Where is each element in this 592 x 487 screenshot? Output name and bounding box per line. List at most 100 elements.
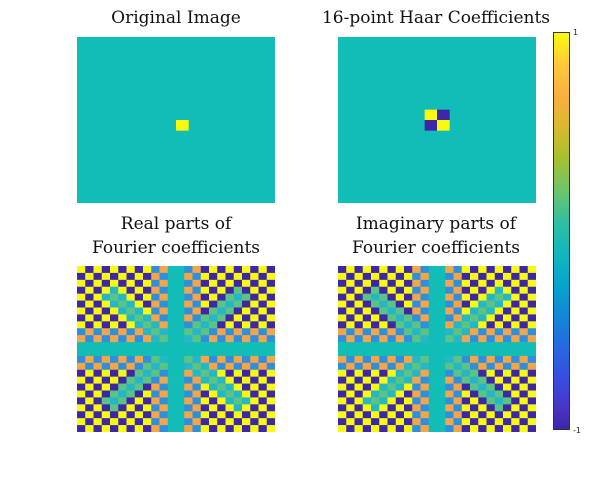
heatmap-cell: [453, 314, 463, 322]
heatmap-cell: [404, 321, 413, 329]
heatmap-cell: [503, 279, 512, 288]
heatmap-cell: [503, 390, 512, 398]
heatmap-cell: [101, 293, 111, 301]
heatmap-cell: [453, 349, 463, 357]
heatmap-cell: [395, 307, 405, 315]
heatmap-cell: [258, 307, 268, 315]
heatmap-cell: [437, 362, 446, 371]
heatmap-cell: [151, 314, 160, 322]
heatmap-cell: [445, 411, 454, 419]
heatmap-cell: [478, 397, 487, 405]
heatmap-cell: [209, 335, 218, 343]
heatmap-cell: [420, 411, 430, 419]
heatmap-cell: [258, 293, 268, 301]
heatmap-cell: [242, 411, 251, 419]
heatmap-cell: [151, 293, 160, 301]
heatmap-cell: [134, 314, 144, 322]
heatmap-cell: [420, 266, 430, 274]
heatmap-cell: [77, 314, 86, 322]
heatmap-cell: [101, 272, 111, 281]
heatmap-cell: [404, 335, 413, 343]
heatmap-cell: [395, 362, 405, 371]
heatmap-cell: [371, 342, 380, 350]
heatmap-cell: [437, 300, 446, 308]
heatmap-cell: [143, 425, 152, 432]
heatmap-cell: [527, 369, 536, 377]
heatmap-cell: [192, 307, 202, 315]
heatmap-cell: [395, 383, 405, 391]
heatmap-cell: [143, 266, 152, 274]
heatmap-cell: [167, 328, 177, 336]
heatmap-cell: [250, 307, 259, 315]
heatmap-cell: [151, 307, 160, 315]
heatmap-cell: [379, 286, 388, 294]
heatmap-cell: [101, 307, 111, 315]
heatmap-cell: [233, 266, 243, 274]
heatmap-cell: [379, 272, 388, 281]
heatmap-cell: [134, 321, 144, 329]
heatmap-cell: [85, 390, 94, 398]
heatmap-cell: [101, 300, 111, 308]
heatmap-cell: [209, 307, 218, 315]
heatmap-cell: [371, 307, 380, 315]
heatmap-cell: [470, 266, 479, 274]
heatmap-cell: [470, 314, 479, 322]
real-parts-heatmap: [77, 266, 275, 432]
heatmap-cell: [428, 272, 438, 281]
heatmap-cell: [151, 411, 160, 419]
heatmap-cell: [77, 404, 86, 412]
heatmap-cell: [85, 342, 94, 350]
heatmap-cell: [371, 397, 380, 405]
heatmap-cell: [387, 286, 397, 294]
heatmap-cell: [192, 286, 202, 294]
heatmap-cell: [134, 376, 144, 384]
heatmap-cell: [93, 383, 103, 391]
heatmap-cell: [428, 397, 438, 405]
heatmap-cell: [217, 279, 226, 288]
heatmap-cell: [209, 418, 218, 426]
heatmap-cell: [85, 404, 94, 412]
heatmap-cell: [167, 300, 177, 308]
heatmap-cell: [338, 300, 347, 308]
heatmap-cell: [371, 369, 380, 377]
heatmap-cell: [233, 425, 243, 432]
heatmap-cell: [126, 307, 136, 315]
heatmap-cell: [176, 418, 185, 426]
heatmap-cell: [143, 349, 152, 357]
heatmap-cell: [77, 286, 86, 294]
heatmap-cell: [470, 376, 479, 384]
heatmap-cell: [134, 369, 144, 377]
heatmap-cell: [519, 342, 529, 350]
heatmap-cell: [159, 307, 169, 315]
heatmap-cell: [412, 404, 421, 412]
heatmap-cell: [412, 369, 421, 377]
heatmap-cell: [143, 411, 152, 419]
heatmap-cell: [527, 314, 536, 322]
heatmap-cell: [445, 404, 454, 412]
heatmap-cell: [159, 272, 169, 281]
colorbar-min-label: -1: [573, 426, 581, 435]
heatmap-cell: [478, 286, 487, 294]
heatmap-cell: [461, 342, 471, 350]
heatmap-cell: [93, 404, 103, 412]
heatmap-cell: [503, 355, 512, 364]
heatmap-cell: [266, 411, 275, 419]
heatmap-cell: [412, 286, 421, 294]
heatmap-cell: [93, 272, 103, 281]
heatmap-cell: [176, 425, 185, 432]
heatmap-cell: [445, 418, 454, 426]
heatmap-cell: [101, 342, 111, 350]
heatmap-cell: [209, 411, 218, 419]
heatmap-cell: [250, 349, 259, 357]
heatmap-cell: [192, 383, 202, 391]
heatmap-cell: [387, 293, 397, 301]
heatmap-cell: [217, 335, 226, 343]
heatmap-cell: [151, 369, 160, 377]
heatmap-cell: [519, 425, 529, 432]
heatmap-cell: [242, 300, 251, 308]
heatmap-cell: [85, 376, 94, 384]
heatmap-cell: [338, 286, 347, 294]
heatmap-cell: [143, 293, 152, 301]
heatmap-cell: [404, 383, 413, 391]
heatmap-cell: [338, 383, 347, 391]
